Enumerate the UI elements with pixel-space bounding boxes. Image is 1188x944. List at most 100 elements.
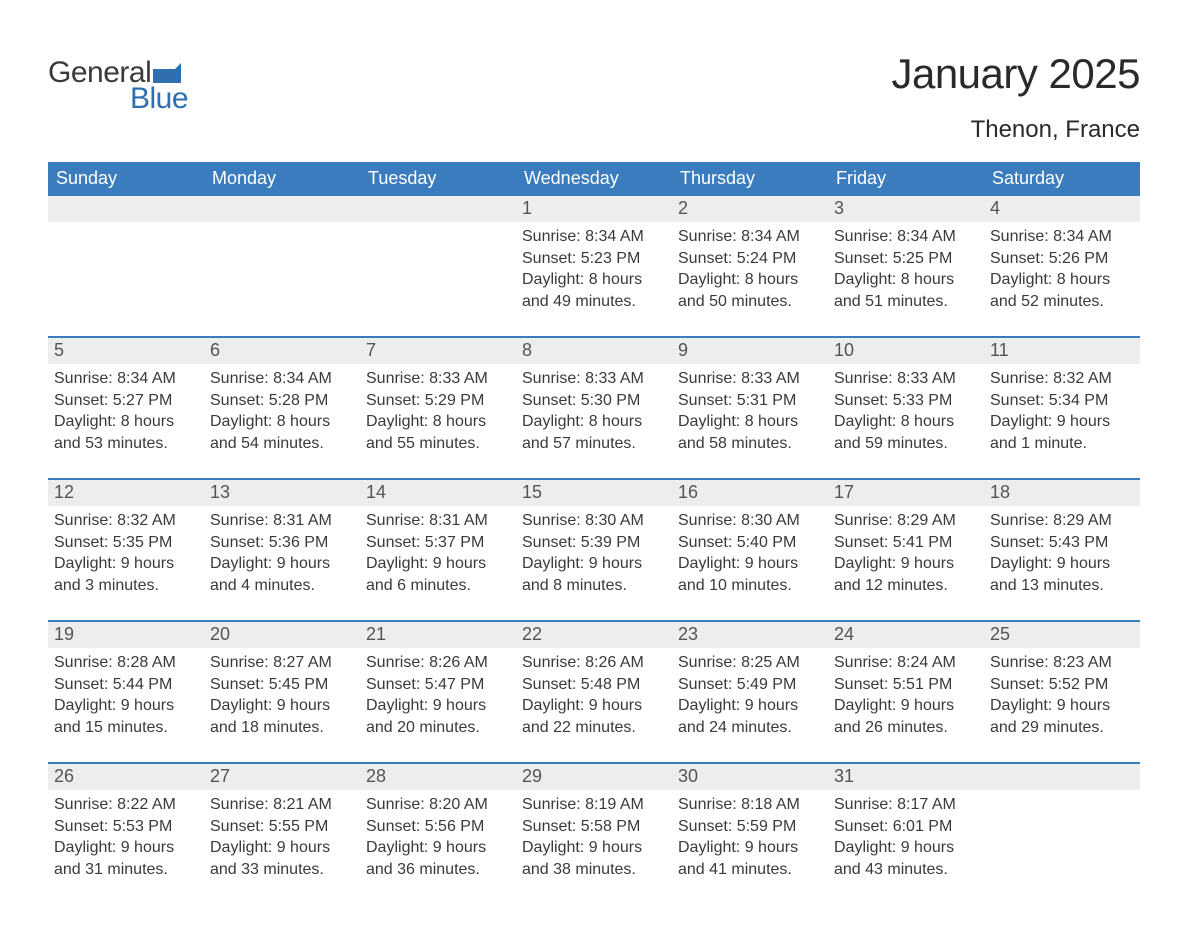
day-dl1: Daylight: 9 hours bbox=[834, 695, 978, 717]
day-cell: 22Sunrise: 8:26 AMSunset: 5:48 PMDayligh… bbox=[516, 622, 672, 762]
day-number: 11 bbox=[984, 338, 1140, 364]
day-dl1: Daylight: 9 hours bbox=[366, 695, 510, 717]
day-sunrise: Sunrise: 8:34 AM bbox=[834, 226, 978, 248]
week-row: 19Sunrise: 8:28 AMSunset: 5:44 PMDayligh… bbox=[48, 620, 1140, 762]
day-dl2: and 22 minutes. bbox=[522, 717, 666, 739]
day-dl1: Daylight: 8 hours bbox=[678, 411, 822, 433]
day-number: 18 bbox=[984, 480, 1140, 506]
day-number: 14 bbox=[360, 480, 516, 506]
day-dl1: Daylight: 8 hours bbox=[210, 411, 354, 433]
day-details: Sunrise: 8:25 AMSunset: 5:49 PMDaylight:… bbox=[672, 648, 828, 750]
day-sunrise: Sunrise: 8:26 AM bbox=[522, 652, 666, 674]
day-details: Sunrise: 8:31 AMSunset: 5:36 PMDaylight:… bbox=[204, 506, 360, 608]
day-sunrise: Sunrise: 8:30 AM bbox=[678, 510, 822, 532]
day-sunset: Sunset: 5:23 PM bbox=[522, 248, 666, 270]
day-cell: 13Sunrise: 8:31 AMSunset: 5:36 PMDayligh… bbox=[204, 480, 360, 620]
day-number: 2 bbox=[672, 196, 828, 222]
day-number: 26 bbox=[48, 764, 204, 790]
day-sunset: Sunset: 5:51 PM bbox=[834, 674, 978, 696]
day-details: Sunrise: 8:17 AMSunset: 6:01 PMDaylight:… bbox=[828, 790, 984, 892]
day-sunrise: Sunrise: 8:29 AM bbox=[990, 510, 1134, 532]
logo-text-blue: Blue bbox=[130, 82, 188, 116]
day-details: Sunrise: 8:32 AMSunset: 5:34 PMDaylight:… bbox=[984, 364, 1140, 466]
day-dl1: Daylight: 8 hours bbox=[54, 411, 198, 433]
day-dl1: Daylight: 9 hours bbox=[678, 837, 822, 859]
day-sunset: Sunset: 5:24 PM bbox=[678, 248, 822, 270]
day-number: 29 bbox=[516, 764, 672, 790]
day-number: 1 bbox=[516, 196, 672, 222]
day-number: 17 bbox=[828, 480, 984, 506]
day-sunrise: Sunrise: 8:32 AM bbox=[990, 368, 1134, 390]
day-sunset: Sunset: 5:27 PM bbox=[54, 390, 198, 412]
day-sunset: Sunset: 5:30 PM bbox=[522, 390, 666, 412]
day-sunset: Sunset: 5:26 PM bbox=[990, 248, 1134, 270]
day-number: 20 bbox=[204, 622, 360, 648]
flag-icon bbox=[153, 63, 181, 83]
day-sunset: Sunset: 5:35 PM bbox=[54, 532, 198, 554]
day-sunrise: Sunrise: 8:32 AM bbox=[54, 510, 198, 532]
day-details: Sunrise: 8:26 AMSunset: 5:48 PMDaylight:… bbox=[516, 648, 672, 750]
day-dl2: and 50 minutes. bbox=[678, 291, 822, 313]
day-dl2: and 51 minutes. bbox=[834, 291, 978, 313]
day-details: Sunrise: 8:34 AMSunset: 5:26 PMDaylight:… bbox=[984, 222, 1140, 324]
day-dl2: and 18 minutes. bbox=[210, 717, 354, 739]
day-dl1: Daylight: 9 hours bbox=[990, 553, 1134, 575]
day-dl1: Daylight: 8 hours bbox=[366, 411, 510, 433]
day-dl2: and 53 minutes. bbox=[54, 433, 198, 455]
day-cell: 25Sunrise: 8:23 AMSunset: 5:52 PMDayligh… bbox=[984, 622, 1140, 762]
day-sunset: Sunset: 5:41 PM bbox=[834, 532, 978, 554]
day-cell: 14Sunrise: 8:31 AMSunset: 5:37 PMDayligh… bbox=[360, 480, 516, 620]
day-dl1: Daylight: 9 hours bbox=[990, 695, 1134, 717]
day-number: 23 bbox=[672, 622, 828, 648]
day-details: Sunrise: 8:19 AMSunset: 5:58 PMDaylight:… bbox=[516, 790, 672, 892]
day-cell: 20Sunrise: 8:27 AMSunset: 5:45 PMDayligh… bbox=[204, 622, 360, 762]
day-details: Sunrise: 8:34 AMSunset: 5:27 PMDaylight:… bbox=[48, 364, 204, 466]
day-number: 15 bbox=[516, 480, 672, 506]
day-cell: 31Sunrise: 8:17 AMSunset: 6:01 PMDayligh… bbox=[828, 764, 984, 904]
day-number bbox=[360, 196, 516, 222]
weekday-header: Wednesday bbox=[516, 162, 672, 196]
day-dl2: and 15 minutes. bbox=[54, 717, 198, 739]
day-number: 28 bbox=[360, 764, 516, 790]
day-sunrise: Sunrise: 8:19 AM bbox=[522, 794, 666, 816]
day-details: Sunrise: 8:27 AMSunset: 5:45 PMDaylight:… bbox=[204, 648, 360, 750]
day-dl1: Daylight: 9 hours bbox=[522, 695, 666, 717]
day-dl1: Daylight: 9 hours bbox=[54, 553, 198, 575]
day-cell: 28Sunrise: 8:20 AMSunset: 5:56 PMDayligh… bbox=[360, 764, 516, 904]
day-sunset: Sunset: 5:39 PM bbox=[522, 532, 666, 554]
day-dl1: Daylight: 9 hours bbox=[54, 837, 198, 859]
day-sunrise: Sunrise: 8:18 AM bbox=[678, 794, 822, 816]
day-cell: 10Sunrise: 8:33 AMSunset: 5:33 PMDayligh… bbox=[828, 338, 984, 478]
day-sunset: Sunset: 5:56 PM bbox=[366, 816, 510, 838]
day-dl1: Daylight: 9 hours bbox=[834, 837, 978, 859]
day-sunrise: Sunrise: 8:27 AM bbox=[210, 652, 354, 674]
day-details: Sunrise: 8:21 AMSunset: 5:55 PMDaylight:… bbox=[204, 790, 360, 892]
weekday-header: Monday bbox=[204, 162, 360, 196]
day-cell: 17Sunrise: 8:29 AMSunset: 5:41 PMDayligh… bbox=[828, 480, 984, 620]
weekday-header: Thursday bbox=[672, 162, 828, 196]
day-dl2: and 6 minutes. bbox=[366, 575, 510, 597]
calendar-page: General Blue January 2025 Thenon, France… bbox=[0, 0, 1188, 944]
day-sunset: Sunset: 5:49 PM bbox=[678, 674, 822, 696]
day-sunrise: Sunrise: 8:34 AM bbox=[678, 226, 822, 248]
day-sunrise: Sunrise: 8:28 AM bbox=[54, 652, 198, 674]
day-cell: 15Sunrise: 8:30 AMSunset: 5:39 PMDayligh… bbox=[516, 480, 672, 620]
day-cell: 4Sunrise: 8:34 AMSunset: 5:26 PMDaylight… bbox=[984, 196, 1140, 336]
day-dl2: and 41 minutes. bbox=[678, 859, 822, 881]
day-dl1: Daylight: 8 hours bbox=[990, 269, 1134, 291]
day-details: Sunrise: 8:33 AMSunset: 5:29 PMDaylight:… bbox=[360, 364, 516, 466]
day-sunrise: Sunrise: 8:33 AM bbox=[522, 368, 666, 390]
day-cell: 26Sunrise: 8:22 AMSunset: 5:53 PMDayligh… bbox=[48, 764, 204, 904]
day-sunset: Sunset: 5:43 PM bbox=[990, 532, 1134, 554]
header: General Blue January 2025 Thenon, France bbox=[48, 50, 1140, 144]
day-number: 30 bbox=[672, 764, 828, 790]
day-sunrise: Sunrise: 8:29 AM bbox=[834, 510, 978, 532]
day-number: 13 bbox=[204, 480, 360, 506]
logo: General Blue bbox=[48, 56, 188, 116]
day-dl2: and 36 minutes. bbox=[366, 859, 510, 881]
day-sunset: Sunset: 5:28 PM bbox=[210, 390, 354, 412]
day-details: Sunrise: 8:33 AMSunset: 5:31 PMDaylight:… bbox=[672, 364, 828, 466]
day-sunset: Sunset: 5:55 PM bbox=[210, 816, 354, 838]
day-sunrise: Sunrise: 8:25 AM bbox=[678, 652, 822, 674]
day-cell: 3Sunrise: 8:34 AMSunset: 5:25 PMDaylight… bbox=[828, 196, 984, 336]
